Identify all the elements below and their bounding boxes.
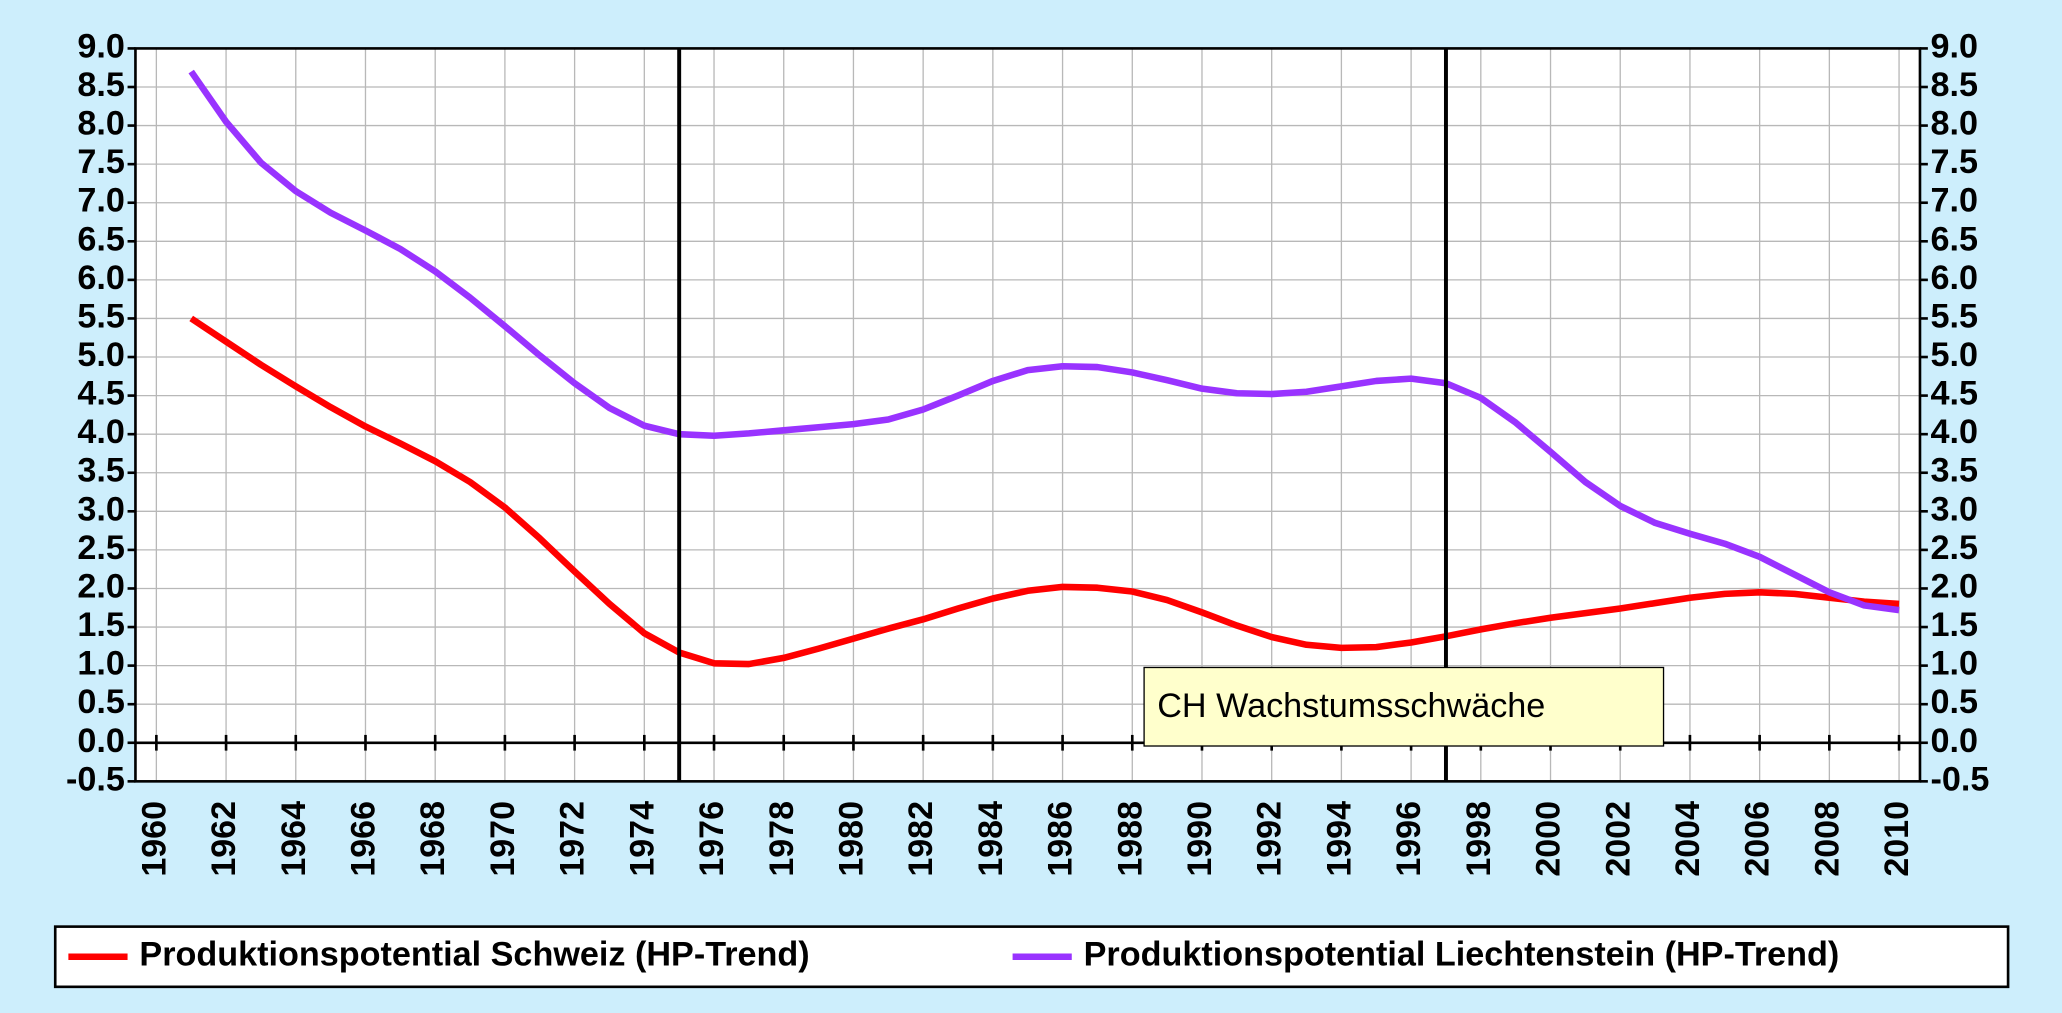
y-tick-label: 2.0 — [77, 568, 125, 606]
y2-tick-label: 2.5 — [1930, 529, 1978, 567]
y2-tick-label: 7.0 — [1930, 182, 1978, 220]
y-tick-label: 1.0 — [77, 645, 125, 683]
y-tick-label: 4.0 — [77, 413, 125, 451]
y2-tick-label: 1.5 — [1930, 606, 1978, 644]
y2-tick-label: 5.5 — [1930, 298, 1978, 336]
y2-tick-label: 8.0 — [1930, 105, 1978, 143]
x-tick-label: 1978 — [763, 801, 801, 877]
series-line — [189, 315, 1900, 668]
x-tick-label: 1980 — [832, 801, 870, 877]
y2-tick-label: 9.0 — [1930, 27, 1978, 65]
x-tick-label: 1998 — [1460, 801, 1498, 877]
x-tick-label: 1996 — [1390, 801, 1428, 877]
y2-tick-label: -0.5 — [1930, 760, 1989, 798]
y-tick-label: 9.0 — [77, 27, 125, 65]
y2-tick-label: 0.0 — [1930, 722, 1978, 760]
y-tick-label: 5.5 — [77, 298, 125, 336]
y-tick-label: 6.5 — [77, 220, 125, 258]
y-tick-label: 0.5 — [77, 683, 125, 721]
x-tick-label: 1994 — [1320, 801, 1358, 877]
plot-area — [135, 48, 1920, 782]
x-tick-label: 2006 — [1739, 801, 1777, 877]
x-tick-label: 1962 — [205, 801, 243, 877]
x-tick-label: 1974 — [623, 801, 661, 877]
y-tick-label: 2.5 — [77, 529, 125, 567]
y-tick-label: 0.0 — [77, 722, 125, 760]
x-tick-label: 1982 — [902, 801, 940, 877]
y-tick-label: 7.5 — [77, 143, 125, 181]
x-tick-label: 1992 — [1251, 801, 1289, 877]
x-tick-label: 1960 — [135, 801, 173, 877]
y2-tick-label: 4.0 — [1930, 413, 1978, 451]
y-tick-label: 8.5 — [77, 66, 125, 104]
y2-tick-label: 6.5 — [1930, 220, 1978, 258]
y2-tick-label: 5.0 — [1930, 336, 1978, 374]
x-tick-label: 2010 — [1878, 801, 1916, 877]
y2-tick-label: 6.0 — [1930, 259, 1978, 297]
marks — [188, 69, 1900, 668]
y2-tick-label: 0.5 — [1930, 683, 1978, 721]
y2-tick-label: 1.0 — [1930, 645, 1978, 683]
series-line — [188, 69, 1900, 614]
y-tick-label: 7.0 — [77, 182, 125, 220]
x-tick-label: 2004 — [1669, 801, 1707, 877]
annotation-box — [1143, 666, 1665, 747]
x-tick-label: 1986 — [1042, 801, 1080, 877]
legend-label: Produktionspotential Liechtenstein (HP-T… — [1084, 936, 1840, 974]
legend-label: Produktionspotential Schweiz (HP-Trend) — [139, 936, 809, 974]
y-tick-label: 6.0 — [77, 259, 125, 297]
y2-tick-label: 2.0 — [1930, 568, 1978, 606]
x-tick-label: 2000 — [1529, 801, 1567, 877]
x-tick-label: 1970 — [484, 801, 522, 877]
y-tick-label: 1.5 — [77, 606, 125, 644]
x-tick-label: 2002 — [1599, 801, 1637, 877]
y-tick-label: 4.5 — [77, 375, 125, 413]
x-tick-label: 1988 — [1111, 801, 1149, 877]
x-tick-label: 1990 — [1181, 801, 1219, 877]
x-tick-label: 1984 — [972, 801, 1010, 877]
y2-tick-label: 4.5 — [1930, 375, 1978, 413]
y2-tick-label: 3.5 — [1930, 452, 1978, 490]
x-tick-label: 1976 — [693, 801, 731, 877]
y-tick-label: 3.5 — [77, 452, 125, 490]
y-tick-label: 8.0 — [77, 105, 125, 143]
y2-tick-label: 7.5 — [1930, 143, 1978, 181]
plot-border — [134, 47, 1922, 783]
x-tick-label: 1968 — [414, 801, 452, 877]
y-tick-label: -0.5 — [66, 760, 125, 798]
y2-tick-label: 8.5 — [1930, 66, 1978, 104]
x-tick-label: 1966 — [344, 801, 382, 877]
y-tick-label: 3.0 — [77, 490, 125, 528]
y2-tick-label: 3.0 — [1930, 490, 1978, 528]
x-tick-label: 2008 — [1808, 801, 1846, 877]
x-tick-label: 1964 — [275, 801, 313, 877]
x-tick-label: 1972 — [554, 801, 592, 877]
y-tick-label: 5.0 — [77, 336, 125, 374]
annotation: CH Wachstumsschwäche — [1157, 687, 1545, 725]
